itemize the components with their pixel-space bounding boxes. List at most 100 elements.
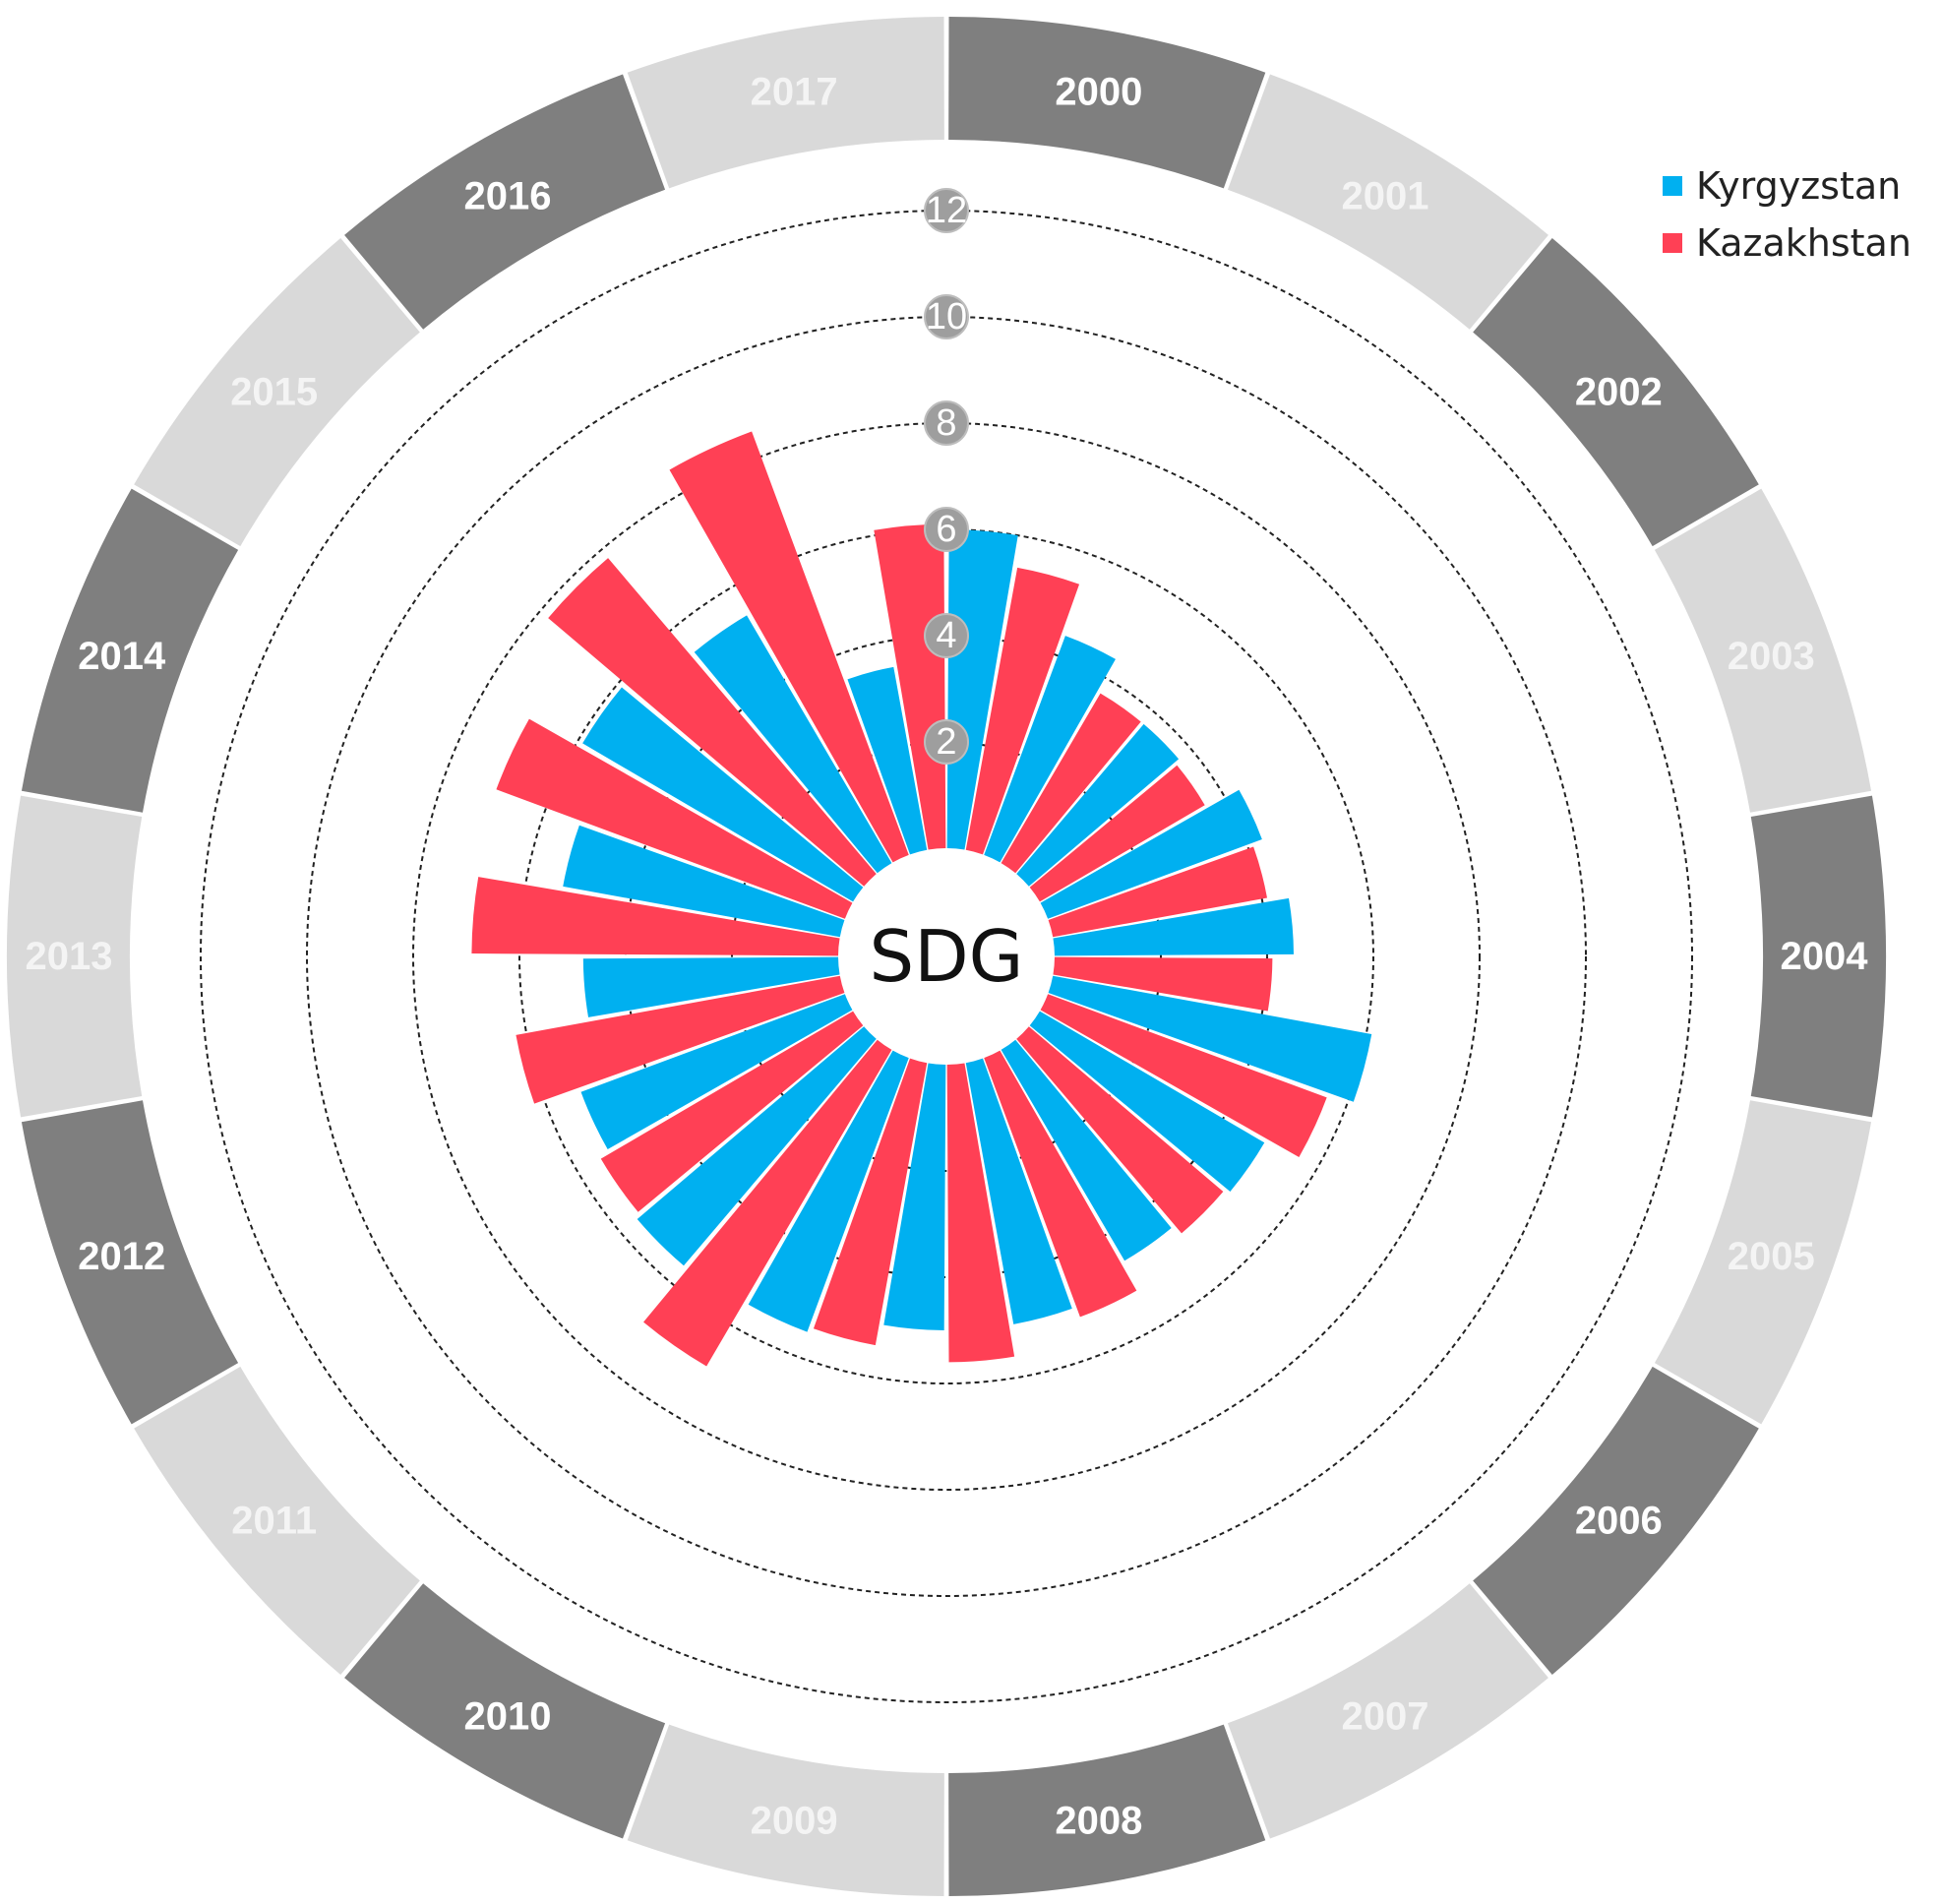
tick-label-12: 12 [926, 190, 967, 231]
year-label-2004: 2004 [1781, 935, 1869, 978]
bar-kazakhstan-2003 [1048, 846, 1268, 938]
tick-marker-12 [924, 188, 969, 233]
year-segment-2005 [1654, 1100, 1872, 1425]
year-segment-2001 [1227, 74, 1548, 330]
year-label-2009: 2009 [751, 1799, 838, 1842]
year-label-2006: 2006 [1575, 1499, 1663, 1542]
bar-kazakhstan-2013 [471, 877, 840, 956]
bar-kazakhstan-2015 [548, 558, 877, 887]
tick-marker-2 [924, 719, 969, 765]
bar-kyrgyzstan-2016 [694, 615, 892, 874]
legend-label-kyrgyzstan: Kyrgyzstan [1696, 164, 1902, 208]
gridline-12 [200, 210, 1693, 1703]
year-label-2015: 2015 [230, 371, 318, 414]
legend-label-kazakhstan: Kazakhstan [1696, 221, 1912, 265]
year-segment-2003 [1654, 488, 1872, 813]
bar-kyrgyzstan-2002 [1016, 723, 1180, 887]
bar-kazakhstan-2017 [874, 523, 946, 850]
tick-marker-8 [924, 400, 969, 446]
center-circle [848, 858, 1045, 1055]
year-segment-2017 [627, 17, 944, 189]
center-label: SDG [870, 915, 1024, 998]
bar-kyrgyzstan-2004 [1053, 897, 1294, 956]
bar-kazakhstan-2004 [1053, 956, 1273, 1012]
year-label-2008: 2008 [1055, 1799, 1142, 1842]
year-segment-2000 [948, 17, 1266, 189]
bar-kyrgyzstan-2011 [637, 1026, 877, 1266]
year-label-2010: 2010 [464, 1694, 552, 1738]
gridline-4 [625, 635, 1268, 1278]
bar-kazakhstan-2010 [643, 1039, 892, 1367]
year-label-2000: 2000 [1055, 71, 1142, 114]
bar-kyrgyzstan-2012 [580, 994, 853, 1150]
tick-label-4: 4 [936, 615, 956, 656]
year-label-2003: 2003 [1728, 635, 1815, 678]
bar-kyrgyzstan-2010 [748, 1050, 909, 1332]
year-segment-2016 [344, 74, 666, 330]
bar-kyrgyzstan-2000 [946, 529, 1018, 850]
radial-tick-labels: 2 4 6 8 10 12 [924, 188, 969, 765]
bar-kyrgyzstan-2014 [563, 825, 845, 938]
legend-item-kyrgyzstan: Kyrgyzstan [1663, 157, 1912, 215]
tick-label-10: 10 [926, 296, 967, 338]
bar-kyrgyzstan-2003 [1040, 789, 1262, 919]
legend: Kyrgyzstan Kazakhstan [1663, 157, 1912, 272]
bars [471, 431, 1372, 1367]
year-segment-2006 [1473, 1366, 1759, 1675]
year-segment-2010 [344, 1583, 666, 1839]
bar-kyrgyzstan-2008 [965, 1058, 1072, 1324]
year-segment-2014 [21, 488, 239, 813]
year-label-2011: 2011 [231, 1499, 317, 1542]
year-label-2012: 2012 [78, 1235, 165, 1278]
year-label-2016: 2016 [464, 175, 552, 218]
tick-marker-10 [924, 294, 969, 339]
year-segment-2012 [21, 1100, 239, 1425]
legend-swatch-kyrgyzstan [1663, 176, 1682, 196]
bar-kyrgyzstan-2015 [582, 687, 864, 902]
year-segment-2002 [1473, 238, 1759, 547]
year-segment-2004 [1750, 795, 1886, 1118]
tick-marker-4 [924, 613, 969, 658]
bar-kazakhstan-2012 [516, 975, 845, 1104]
legend-item-kazakhstan: Kazakhstan [1663, 215, 1912, 272]
bar-kazakhstan-2011 [600, 1011, 864, 1212]
bar-kyrgyzstan-2017 [847, 666, 928, 855]
tick-marker-6 [924, 507, 969, 552]
year-label-2017: 2017 [751, 71, 838, 114]
bar-kazakhstan-2014 [496, 718, 853, 919]
bar-kyrgyzstan-2005 [1048, 975, 1372, 1102]
year-segment-2009 [627, 1724, 944, 1896]
tick-label-6: 6 [936, 509, 956, 550]
year-segment-2015 [134, 238, 420, 547]
year-label-2007: 2007 [1342, 1694, 1429, 1738]
bar-kyrgyzstan-2001 [984, 636, 1116, 863]
bar-kyrgyzstan-2009 [883, 1063, 946, 1330]
year-label-2014: 2014 [78, 635, 166, 678]
bar-kazakhstan-2002 [1029, 765, 1205, 902]
year-segment-2011 [134, 1366, 420, 1675]
bar-kazakhstan-2006 [1016, 1026, 1224, 1234]
bar-kyrgyzstan-2013 [582, 956, 840, 1017]
legend-swatch-kazakhstan [1663, 233, 1682, 253]
bar-kazakhstan-2008 [946, 1063, 1015, 1363]
year-segment-2007 [1227, 1583, 1548, 1839]
tick-label-2: 2 [936, 721, 956, 763]
bar-kazakhstan-2005 [1040, 994, 1327, 1158]
bar-kyrgyzstan-2006 [1029, 1011, 1265, 1193]
bar-kazakhstan-2016 [669, 431, 909, 863]
gridline-8 [412, 422, 1481, 1491]
year-segment-2013 [6, 795, 143, 1118]
year-ring: 2000 2001 2002 2003 2004 2005 2006 2007 2008 2009… [6, 17, 1886, 1896]
bar-kazakhstan-2001 [1001, 693, 1141, 874]
year-segment-2008 [948, 1724, 1266, 1896]
bar-kyrgyzstan-2007 [1001, 1039, 1172, 1261]
bar-kazakhstan-2009 [813, 1058, 928, 1346]
bar-kazakhstan-2000 [965, 567, 1080, 855]
year-label-2013: 2013 [26, 935, 113, 978]
year-label-2005: 2005 [1728, 1235, 1815, 1278]
year-label-2002: 2002 [1575, 371, 1663, 414]
year-label-2001: 2001 [1342, 175, 1429, 218]
tick-label-8: 8 [936, 402, 956, 444]
bar-kazakhstan-2007 [984, 1050, 1137, 1318]
